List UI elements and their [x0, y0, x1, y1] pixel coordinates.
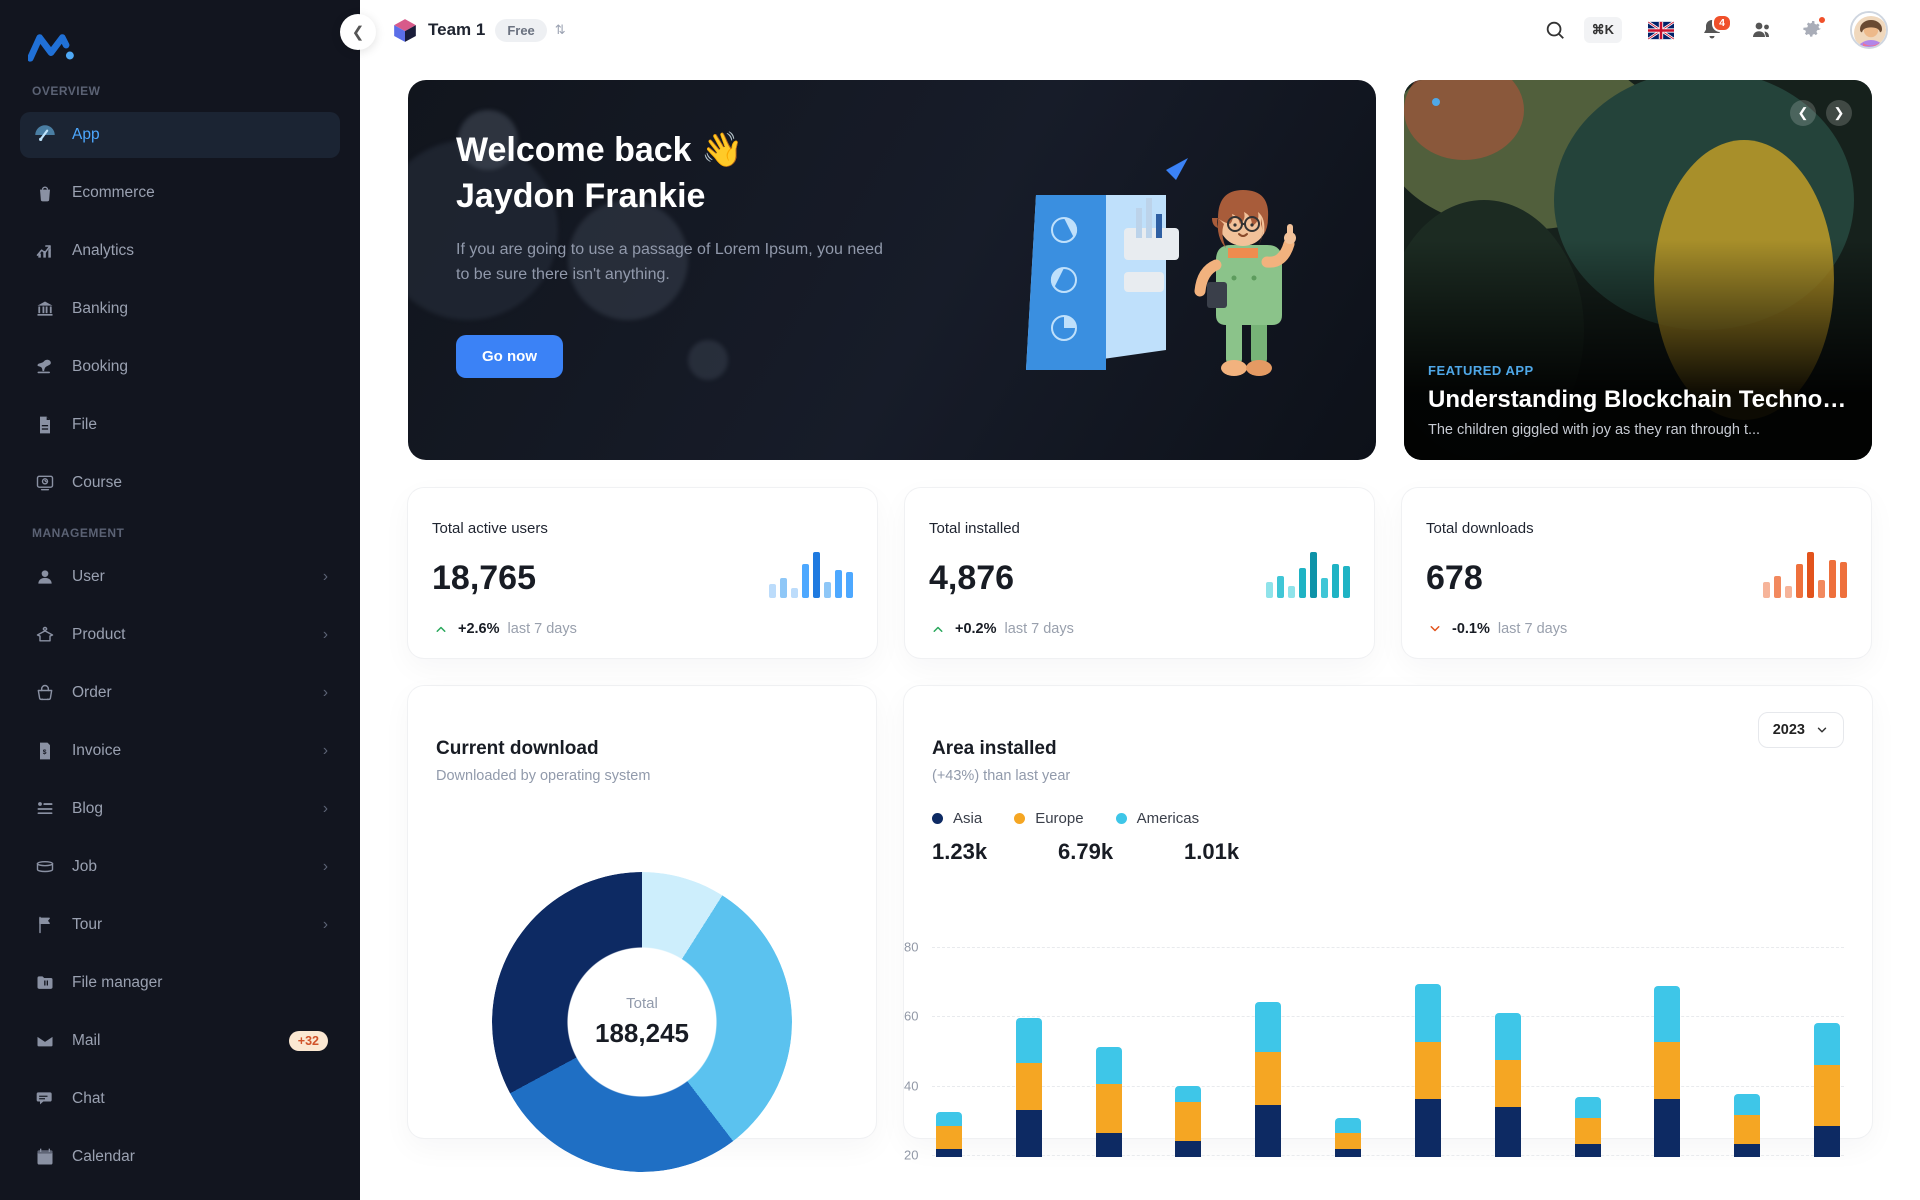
svg-text:$: $ — [43, 749, 47, 756]
